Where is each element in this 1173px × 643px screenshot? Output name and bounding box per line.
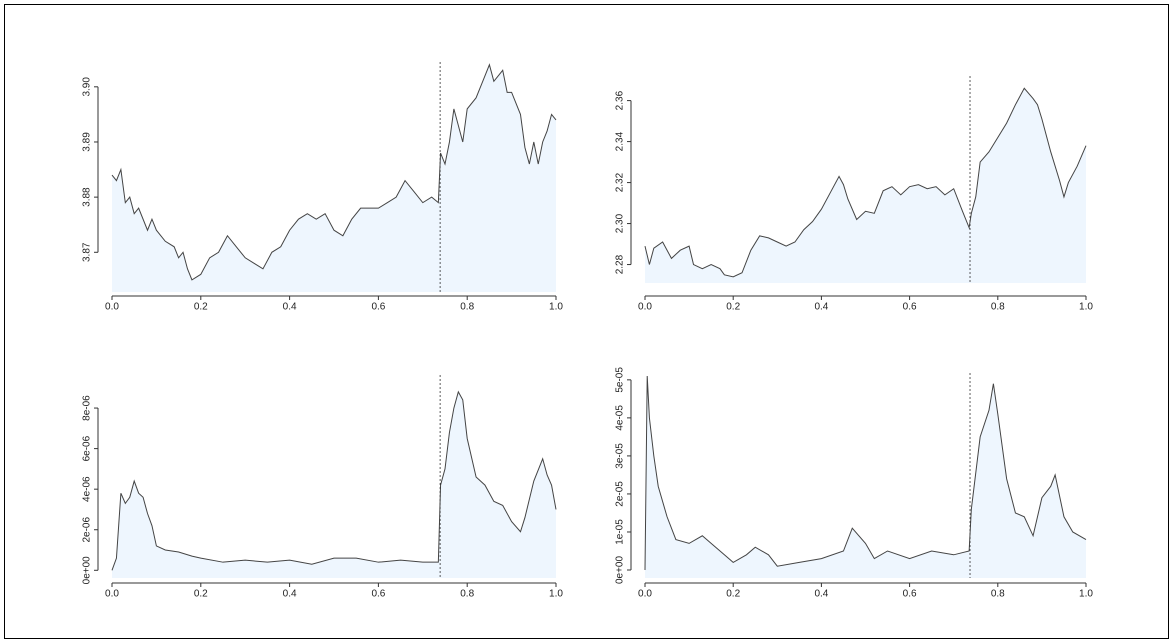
x-tick-label: 1.0	[1079, 302, 1093, 313]
y-tick-label: 2.30	[615, 213, 626, 233]
x-tick-label: 0.2	[726, 302, 740, 313]
x-tick-label: 0.0	[105, 302, 119, 313]
x-tick-label: 0.0	[105, 589, 119, 600]
y-tick-label: 1e-05	[615, 519, 626, 545]
x-tick-label: 1.0	[549, 589, 563, 600]
series-line	[111, 390, 557, 571]
y-tick-label: 3.89	[82, 132, 93, 152]
area-fill	[112, 64, 556, 292]
x-tick-label: 0.8	[460, 302, 474, 313]
x-tick-label: 0.8	[460, 589, 474, 600]
x-tick-label: 0.6	[903, 589, 917, 600]
area-fill	[645, 88, 1086, 283]
y-tick-label: 3.87	[82, 242, 93, 262]
series-line	[644, 376, 1087, 571]
area-fill	[645, 376, 1086, 578]
x-tick-label: 0.2	[726, 589, 740, 600]
x-tick-label: 0.4	[283, 589, 297, 600]
x-tick-label: 0.6	[371, 302, 385, 313]
y-tick-label: 4e-05	[615, 405, 626, 431]
x-tick-label: 0.6	[371, 589, 385, 600]
x-tick-label: 1.0	[1079, 589, 1093, 600]
y-tick-label: 2e-05	[615, 481, 626, 507]
y-tick-label: 5e-05	[615, 367, 626, 393]
x-tick-label: 0.6	[903, 302, 917, 313]
y-tick-label: 4e-06	[82, 476, 93, 502]
x-tick-label: 0.4	[814, 302, 828, 313]
y-tick-label: 0e+00	[615, 556, 626, 585]
y-tick-label: 3e-05	[615, 443, 626, 469]
area-fill	[112, 391, 556, 578]
x-tick-label: 0.0	[638, 302, 652, 313]
x-tick-label: 0.0	[638, 589, 652, 600]
y-tick-label: 2.28	[615, 254, 626, 274]
y-tick-label: 2e-06	[82, 517, 93, 543]
x-tick-label: 0.2	[194, 589, 208, 600]
series-line	[644, 87, 1087, 278]
x-tick-label: 1.0	[549, 302, 563, 313]
y-tick-label: 0e+00	[82, 556, 93, 585]
x-tick-label: 0.4	[814, 589, 828, 600]
y-tick-label: 2.32	[615, 172, 626, 192]
y-tick-label: 2.34	[615, 131, 626, 151]
y-tick-label: 8e-06	[82, 395, 93, 421]
y-tick-label: 3.88	[82, 187, 93, 207]
x-tick-label: 0.4	[283, 302, 297, 313]
x-tick-label: 0.2	[194, 302, 208, 313]
y-tick-label: 2.36	[615, 90, 626, 110]
x-tick-label: 0.8	[991, 302, 1005, 313]
x-tick-label: 0.8	[991, 589, 1005, 600]
y-tick-label: 3.90	[82, 77, 93, 97]
series-line	[111, 63, 557, 281]
y-tick-label: 6e-06	[82, 435, 93, 461]
